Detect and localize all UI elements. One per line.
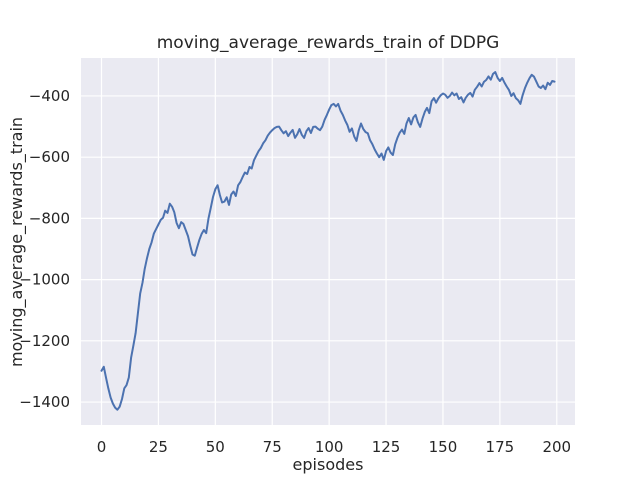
y-gridlines xyxy=(81,95,575,403)
y-tick-label: −400 xyxy=(29,87,70,105)
x-tick-label: 150 xyxy=(429,438,458,456)
y-tick-label: −600 xyxy=(29,148,70,166)
x-tick-label: 0 xyxy=(97,438,107,456)
x-tick-label: 25 xyxy=(149,438,168,456)
chart-title: moving_average_rewards_train of DDPG xyxy=(157,33,500,53)
y-tick-labels: −1400 −1200 −1000 −800 −600 −400 xyxy=(19,87,70,411)
x-tick-label: 100 xyxy=(315,438,344,456)
y-tick-label: −1200 xyxy=(19,332,70,350)
line-series xyxy=(100,71,556,411)
x-tick-labels: 0 25 50 75 100 125 150 175 200 xyxy=(97,438,571,456)
x-tick-label: 200 xyxy=(542,438,571,456)
x-tick-label: 175 xyxy=(486,438,515,456)
x-tick-label: 75 xyxy=(263,438,282,456)
x-gridlines xyxy=(100,58,558,425)
x-tick-label: 50 xyxy=(206,438,225,456)
y-tick-label: −1400 xyxy=(19,393,70,411)
x-axis-label: episodes xyxy=(293,455,364,474)
plot-area xyxy=(81,58,575,425)
x-tick-label: 125 xyxy=(372,438,401,456)
y-axis-label: moving_average_rewards_train xyxy=(7,117,27,367)
y-tick-label: −1000 xyxy=(19,271,70,289)
y-tick-label: −800 xyxy=(29,209,70,227)
